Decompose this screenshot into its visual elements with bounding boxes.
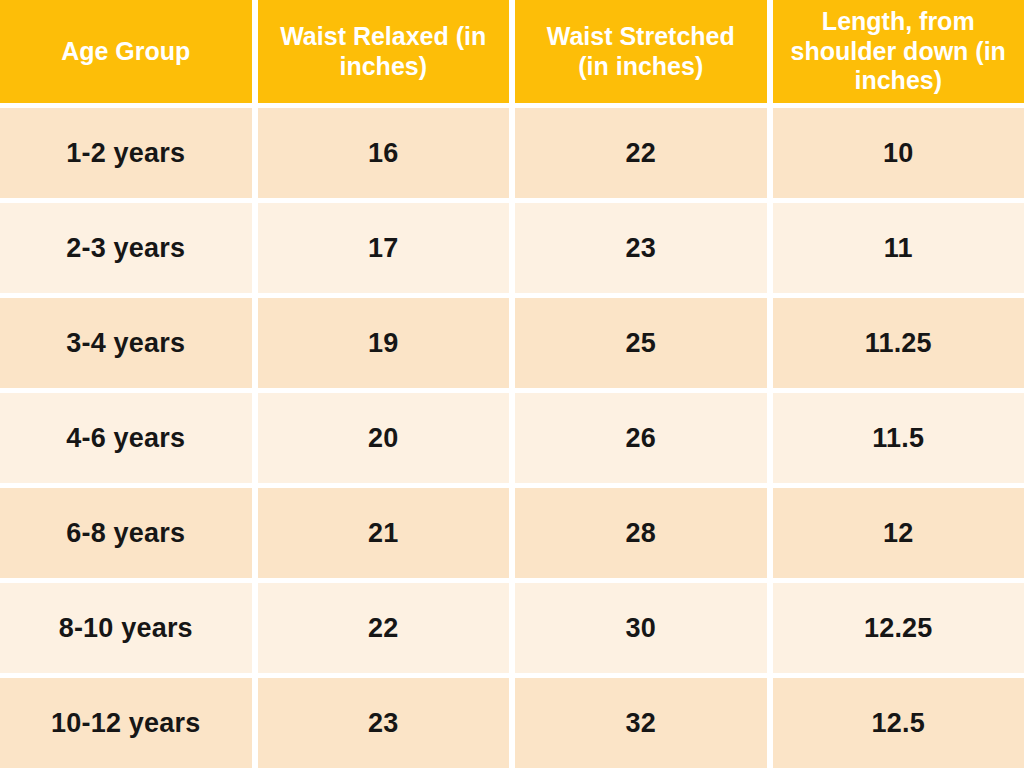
cell-waist-relaxed: 16 xyxy=(258,108,510,198)
cell-age-group: 3-4 years xyxy=(0,298,252,388)
cell-waist-stretched: 25 xyxy=(515,298,767,388)
size-chart-table: Age Group Waist Relaxed (in inches) Wais… xyxy=(0,0,1024,768)
cell-waist-stretched: 26 xyxy=(515,393,767,483)
cell-age-group: 8-10 years xyxy=(0,583,252,673)
cell-waist-stretched: 22 xyxy=(515,108,767,198)
cell-waist-relaxed: 21 xyxy=(258,488,510,578)
cell-length: 11.25 xyxy=(773,298,1024,388)
cell-age-group: 2-3 years xyxy=(0,203,252,293)
column-header-age-group: Age Group xyxy=(0,0,252,103)
cell-waist-stretched: 28 xyxy=(515,488,767,578)
cell-length: 12 xyxy=(773,488,1024,578)
cell-waist-relaxed: 17 xyxy=(258,203,510,293)
cell-waist-relaxed: 22 xyxy=(258,583,510,673)
cell-waist-stretched: 30 xyxy=(515,583,767,673)
cell-length: 12.5 xyxy=(773,678,1024,768)
column-header-length: Length, from shoulder down (in inches) xyxy=(773,0,1024,103)
cell-length: 11.5 xyxy=(773,393,1024,483)
column-header-waist-relaxed: Waist Relaxed (in inches) xyxy=(258,0,510,103)
cell-waist-relaxed: 20 xyxy=(258,393,510,483)
column-header-label: Waist Relaxed (in inches) xyxy=(276,22,492,81)
cell-length: 10 xyxy=(773,108,1024,198)
cell-length: 12.25 xyxy=(773,583,1024,673)
column-header-label: Age Group xyxy=(61,37,190,67)
cell-age-group: 6-8 years xyxy=(0,488,252,578)
cell-waist-relaxed: 19 xyxy=(258,298,510,388)
cell-waist-relaxed: 23 xyxy=(258,678,510,768)
column-header-waist-stretched: Waist Stretched (in inches) xyxy=(515,0,767,103)
cell-age-group: 4-6 years xyxy=(0,393,252,483)
column-header-label: Waist Stretched (in inches) xyxy=(533,22,749,81)
column-header-label: Length, from shoulder down (in inches) xyxy=(791,7,1007,96)
cell-waist-stretched: 23 xyxy=(515,203,767,293)
cell-age-group: 1-2 years xyxy=(0,108,252,198)
cell-age-group: 10-12 years xyxy=(0,678,252,768)
cell-waist-stretched: 32 xyxy=(515,678,767,768)
cell-length: 11 xyxy=(773,203,1024,293)
